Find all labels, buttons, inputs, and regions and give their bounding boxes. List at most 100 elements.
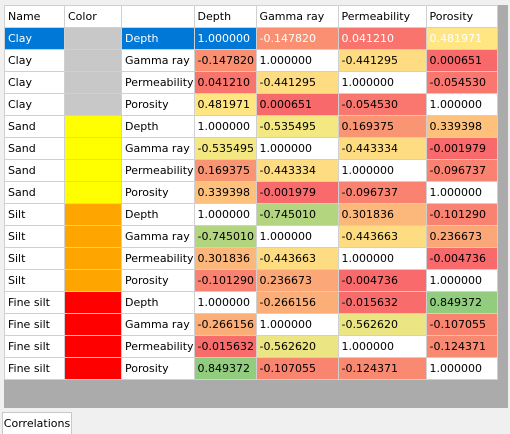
- color-swatch[interactable]: [64, 49, 122, 72]
- correlation-cell[interactable]: -0.054530: [425, 71, 498, 94]
- column-header[interactable]: Depth: [193, 5, 257, 28]
- correlation-cell[interactable]: -0.001979: [255, 181, 339, 204]
- correlation-cell[interactable]: -0.124371: [425, 335, 498, 358]
- color-swatch[interactable]: [64, 115, 122, 138]
- tab[interactable]: Correlations: [2, 412, 72, 434]
- column-header[interactable]: Porosity: [425, 5, 498, 28]
- color-swatch[interactable]: [64, 225, 122, 248]
- correlation-cell[interactable]: -0.443334: [337, 137, 427, 160]
- correlation-cell[interactable]: 0.169375: [193, 159, 257, 182]
- property-cell[interactable]: Gamma ray: [121, 137, 195, 160]
- correlation-cell[interactable]: -0.266156: [193, 313, 257, 336]
- correlation-cell[interactable]: 1.000000: [337, 71, 427, 94]
- name-cell[interactable]: Sand: [4, 115, 65, 138]
- property-cell[interactable]: Depth: [121, 203, 195, 226]
- correlation-cell[interactable]: -0.441295: [337, 49, 427, 72]
- correlation-cell[interactable]: -0.745010: [255, 203, 339, 226]
- property-cell[interactable]: Porosity: [121, 181, 195, 204]
- color-swatch[interactable]: [64, 181, 122, 204]
- property-cell[interactable]: Gamma ray: [121, 49, 195, 72]
- correlation-cell[interactable]: 1.000000: [255, 49, 339, 72]
- property-cell[interactable]: Gamma ray: [121, 225, 195, 248]
- correlation-cell[interactable]: 0.000651: [425, 49, 498, 72]
- correlation-cell[interactable]: 1.000000: [425, 181, 498, 204]
- color-swatch[interactable]: [64, 137, 122, 160]
- name-cell[interactable]: Clay: [4, 49, 65, 72]
- table-row[interactable]: Fine silt Porosity 0.849372 -0.107055 -0.124…: [4, 357, 498, 380]
- name-cell[interactable]: Silt: [4, 269, 65, 292]
- table-row[interactable]: Fine silt Gamma ray -0.266156 1.000000 -0.56…: [4, 313, 498, 336]
- correlation-cell[interactable]: 1.000000: [255, 225, 339, 248]
- color-swatch[interactable]: [64, 203, 122, 226]
- table-row[interactable]: Clay Porosity 0.481971 0.000651 -0.054530 1.0…: [4, 93, 498, 116]
- property-cell[interactable]: Porosity: [121, 93, 195, 116]
- correlation-cell[interactable]: -0.745010: [193, 225, 257, 248]
- color-swatch[interactable]: [64, 335, 122, 358]
- correlation-cell[interactable]: 0.481971: [425, 27, 498, 50]
- correlation-cell[interactable]: -0.101290: [425, 203, 498, 226]
- correlation-cell[interactable]: 1.000000: [255, 137, 339, 160]
- property-cell[interactable]: Permeability: [121, 71, 195, 94]
- correlation-cell[interactable]: -0.124371: [337, 357, 427, 380]
- correlation-cell[interactable]: -0.004736: [425, 247, 498, 270]
- name-cell[interactable]: Sand: [4, 159, 65, 182]
- name-cell[interactable]: Sand: [4, 137, 65, 160]
- column-header[interactable]: Gamma ray: [255, 5, 339, 28]
- table-row[interactable]: Sand Permeability 0.169375 -0.443334 1.00000…: [4, 159, 498, 182]
- table-row[interactable]: Sand Porosity 0.339398 -0.001979 -0.096737 1.…: [4, 181, 498, 204]
- correlation-cell[interactable]: -0.443334: [255, 159, 339, 182]
- correlation-cell[interactable]: -0.443663: [337, 225, 427, 248]
- color-swatch[interactable]: [64, 269, 122, 292]
- correlation-cell[interactable]: 1.000000: [337, 247, 427, 270]
- name-cell[interactable]: Silt: [4, 203, 65, 226]
- property-cell[interactable]: Porosity: [121, 269, 195, 292]
- correlation-cell[interactable]: 1.000000: [425, 357, 498, 380]
- correlation-cell[interactable]: -0.535495: [193, 137, 257, 160]
- correlation-cell[interactable]: 0.041210: [193, 71, 257, 94]
- correlation-cell[interactable]: 0.481971: [193, 93, 257, 116]
- color-swatch[interactable]: [64, 71, 122, 94]
- table-row[interactable]: Sand Depth 1.000000 -0.535495 0.169375 0.3393…: [4, 115, 498, 138]
- column-header[interactable]: Color: [64, 5, 122, 28]
- property-cell[interactable]: Permeability: [121, 335, 195, 358]
- property-cell[interactable]: Porosity: [121, 357, 195, 380]
- correlation-cell[interactable]: 0.301836: [193, 247, 257, 270]
- color-swatch[interactable]: [64, 357, 122, 380]
- correlation-cell[interactable]: 0.000651: [255, 93, 339, 116]
- name-cell[interactable]: Fine silt: [4, 313, 65, 336]
- property-cell[interactable]: Permeability: [121, 159, 195, 182]
- column-header[interactable]: Permeability: [337, 5, 427, 28]
- correlation-cell[interactable]: 0.236673: [255, 269, 339, 292]
- correlation-cell[interactable]: -0.004736: [337, 269, 427, 292]
- correlation-cell[interactable]: -0.001979: [425, 137, 498, 160]
- correlation-cell[interactable]: 0.849372: [193, 357, 257, 380]
- correlation-cell[interactable]: -0.147820: [255, 27, 339, 50]
- correlation-cell[interactable]: 0.301836: [337, 203, 427, 226]
- table-row[interactable]: Clay Depth 1.000000 -0.147820 0.041210 0.4819…: [4, 27, 498, 50]
- correlation-cell[interactable]: -0.107055: [425, 313, 498, 336]
- property-cell[interactable]: Gamma ray: [121, 313, 195, 336]
- color-swatch[interactable]: [64, 291, 122, 314]
- correlation-cell[interactable]: -0.535495: [255, 115, 339, 138]
- property-cell[interactable]: Depth: [121, 291, 195, 314]
- correlation-cell[interactable]: -0.562620: [337, 313, 427, 336]
- correlation-cell[interactable]: 1.000000: [337, 335, 427, 358]
- correlation-cell[interactable]: -0.015632: [337, 291, 427, 314]
- column-header[interactable]: Name: [4, 5, 65, 28]
- correlation-cell[interactable]: -0.147820: [193, 49, 257, 72]
- property-cell[interactable]: Depth: [121, 115, 195, 138]
- correlation-cell[interactable]: -0.441295: [255, 71, 339, 94]
- correlation-cell[interactable]: 1.000000: [193, 203, 257, 226]
- column-header[interactable]: [121, 5, 195, 28]
- correlation-cell[interactable]: 0.169375: [337, 115, 427, 138]
- name-cell[interactable]: Fine silt: [4, 357, 65, 380]
- table-row[interactable]: Sand Gamma ray -0.535495 1.000000 -0.443334-…: [4, 137, 498, 160]
- correlation-cell[interactable]: -0.562620: [255, 335, 339, 358]
- correlation-cell[interactable]: 1.000000: [425, 93, 498, 116]
- correlation-cell[interactable]: -0.107055: [255, 357, 339, 380]
- correlation-cell[interactable]: 1.000000: [255, 313, 339, 336]
- correlation-cell[interactable]: 0.339398: [425, 115, 498, 138]
- table-row[interactable]: Clay Gamma ray -0.147820 1.000000 -0.441295 0…: [4, 49, 498, 72]
- name-cell[interactable]: Fine silt: [4, 335, 65, 358]
- correlation-cell[interactable]: 1.000000: [193, 115, 257, 138]
